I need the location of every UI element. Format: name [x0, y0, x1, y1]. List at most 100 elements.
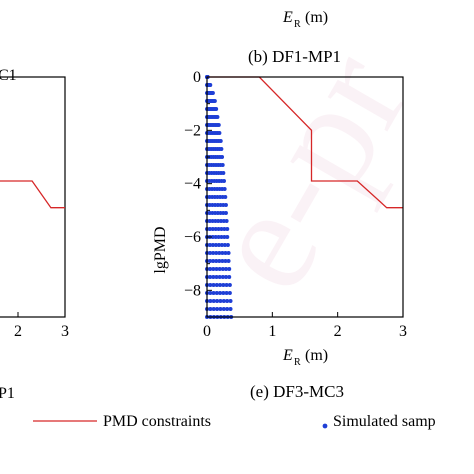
svg-text:e-pr: e-pr	[175, 24, 440, 316]
panel-b-ylabel: lgPMD	[152, 226, 169, 273]
sample-point	[225, 307, 230, 311]
top-xlabel-unit: (m)	[305, 9, 328, 26]
sample-point	[220, 163, 225, 167]
sample-point	[218, 283, 223, 287]
y-tick-label: 0	[193, 69, 201, 86]
sample-point	[211, 283, 216, 287]
panel-b-y-ticks: 0 −2 −4 −6 −8	[184, 69, 212, 318]
sample-point	[221, 283, 226, 287]
sample-point	[220, 275, 225, 279]
sample-point	[222, 243, 227, 247]
sample-point	[211, 299, 216, 303]
sample-point	[210, 91, 215, 95]
sample-point	[219, 243, 224, 247]
y-tick-label: −4	[184, 176, 201, 193]
sample-point	[210, 235, 215, 239]
sample-point	[217, 267, 222, 271]
top-xlabel: E R (m)	[282, 9, 328, 30]
x-tick-label: 3	[399, 323, 407, 340]
sample-point	[224, 291, 229, 295]
sample-row	[205, 211, 228, 215]
sample-point	[226, 259, 231, 263]
sample-point	[223, 211, 228, 215]
sample-point	[221, 219, 226, 223]
sample-point	[227, 267, 232, 271]
sample-point	[218, 291, 223, 295]
sample-point	[219, 147, 224, 151]
sample-point	[217, 275, 222, 279]
sample-point	[217, 251, 222, 255]
sample-point	[214, 283, 219, 287]
sample-point	[220, 267, 225, 271]
sample-point	[208, 283, 213, 287]
x-tick-label: 2	[334, 323, 342, 340]
sample-point	[215, 299, 220, 303]
sample-point	[208, 259, 213, 263]
panel-b-x-ticks: 0 1 2 3	[203, 312, 407, 340]
left-x-tick-label: 2	[14, 323, 22, 340]
sample-point	[211, 267, 216, 271]
sample-point	[211, 259, 216, 263]
sample-point	[214, 291, 219, 295]
left-panel-frame	[0, 76, 66, 318]
left-constraint-line	[0, 180, 65, 209]
sample-row	[205, 235, 230, 239]
sample-row	[205, 203, 228, 207]
sample-point	[207, 219, 212, 223]
sample-row	[205, 307, 233, 311]
sample-point	[220, 251, 225, 255]
sample-point	[208, 83, 213, 87]
sample-point	[216, 123, 221, 127]
sample-row	[205, 291, 232, 295]
sample-point	[222, 227, 227, 231]
y-tick-label: −6	[184, 229, 201, 246]
sample-point	[207, 227, 212, 231]
sample-point	[217, 131, 222, 135]
sample-point	[228, 299, 233, 303]
watermark: e-pr	[175, 24, 440, 316]
sample-point	[224, 275, 229, 279]
sample-point	[213, 235, 218, 239]
sample-point	[212, 99, 217, 103]
sample-point	[223, 259, 228, 263]
sample-point	[208, 291, 213, 295]
sample-point	[220, 155, 225, 159]
sample-point	[223, 203, 228, 207]
sample-point	[215, 115, 220, 119]
sample-row	[205, 163, 225, 167]
sample-point	[218, 139, 223, 143]
sample-point	[221, 307, 226, 311]
sample-point	[211, 291, 216, 295]
sample-point	[211, 275, 216, 279]
sample-row	[205, 187, 227, 191]
sample-row	[205, 155, 225, 159]
legend-label-samples: Simulated samp	[333, 413, 436, 430]
sample-point	[218, 307, 223, 311]
sample-point	[208, 307, 213, 311]
left-x-tick-label: 3	[61, 323, 69, 340]
sample-row	[205, 147, 224, 151]
sample-point	[224, 219, 229, 223]
sample-point	[223, 251, 228, 255]
sample-point	[221, 299, 226, 303]
sample-row	[205, 123, 221, 127]
panel-b-xlabel: E R (m)	[282, 347, 328, 368]
sample-point	[228, 307, 233, 311]
sample-point	[227, 275, 232, 279]
panel-e-title: (e) DF3-MC3	[250, 382, 344, 401]
sample-point	[221, 179, 226, 183]
sample-row	[205, 275, 232, 279]
sample-row	[205, 251, 231, 255]
sample-point	[225, 243, 230, 247]
sample-point	[213, 243, 218, 247]
sample-point	[214, 259, 219, 263]
sample-row	[205, 299, 233, 303]
left-panel-subtitle-fragment: P1	[0, 385, 15, 402]
panel-b-plot: 0 1 2 3 0 −2 −4 −6 −8 lgPMD E R (m)	[152, 69, 407, 368]
sample-row	[205, 227, 230, 231]
sample-point	[222, 235, 227, 239]
y-tick-label: −2	[184, 122, 201, 139]
sample-point	[208, 275, 213, 279]
